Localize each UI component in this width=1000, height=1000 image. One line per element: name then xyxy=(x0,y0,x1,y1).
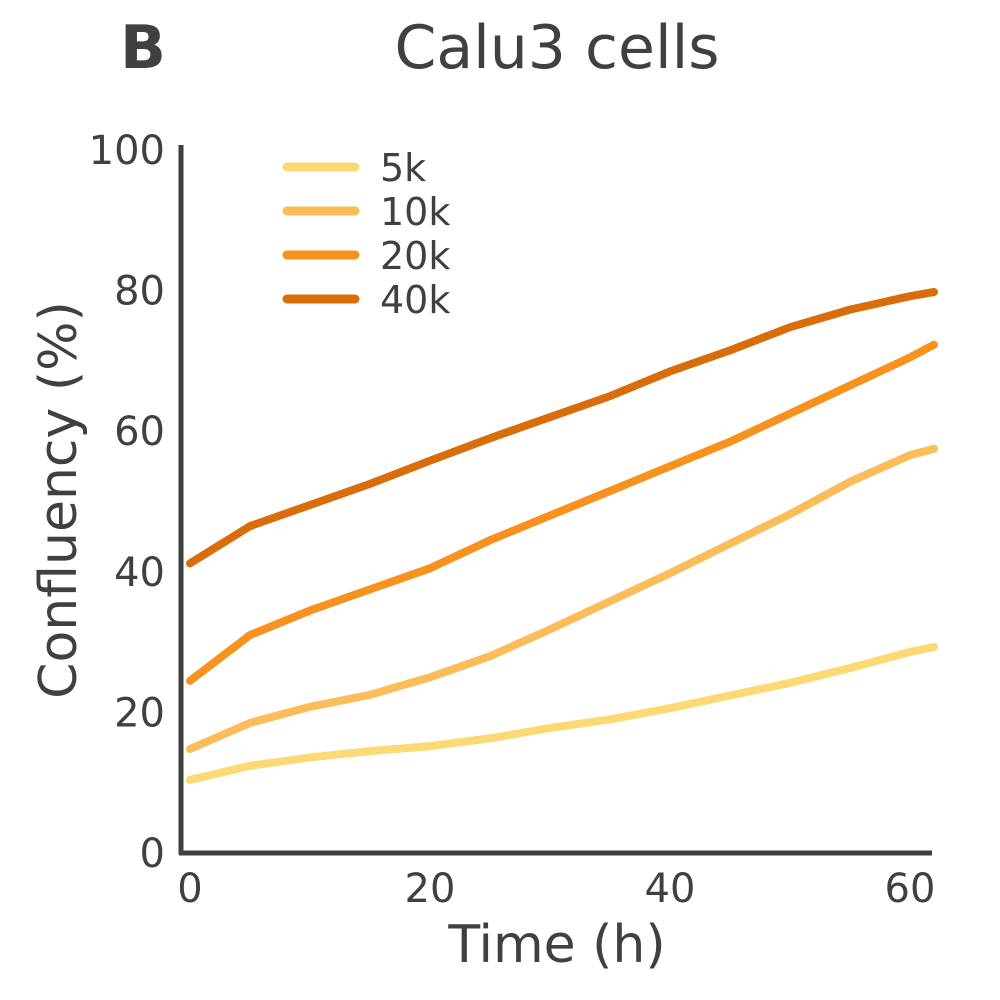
x-tick-label: 0 xyxy=(177,866,202,912)
y-tick-label: 40 xyxy=(114,550,165,596)
legend-label-10k: 10k xyxy=(380,190,450,234)
y-tick-label: 0 xyxy=(140,831,165,877)
y-axis-label: Confluency (%) xyxy=(29,301,89,699)
x-tick-label: 40 xyxy=(645,866,696,912)
y-tick-label: 80 xyxy=(114,269,165,315)
y-tick-label: 20 xyxy=(114,690,165,736)
series-line-20k xyxy=(186,340,938,685)
legend-label-5k: 5k xyxy=(380,146,426,190)
series-line-10k xyxy=(186,444,938,753)
x-tick-label: 20 xyxy=(405,866,456,912)
legend-label-40k: 40k xyxy=(380,278,450,322)
chart-title: Calu3 cells xyxy=(394,13,719,83)
series-line-5k xyxy=(186,643,938,784)
y-tick-label: 100 xyxy=(89,128,165,174)
x-axis-label: Time (h) xyxy=(447,915,665,975)
legend-label-20k: 20k xyxy=(380,234,450,278)
series-line-40k xyxy=(186,288,938,568)
panel-label: B xyxy=(120,13,166,83)
y-tick-label: 60 xyxy=(114,409,165,455)
x-tick-label: 60 xyxy=(885,866,936,912)
